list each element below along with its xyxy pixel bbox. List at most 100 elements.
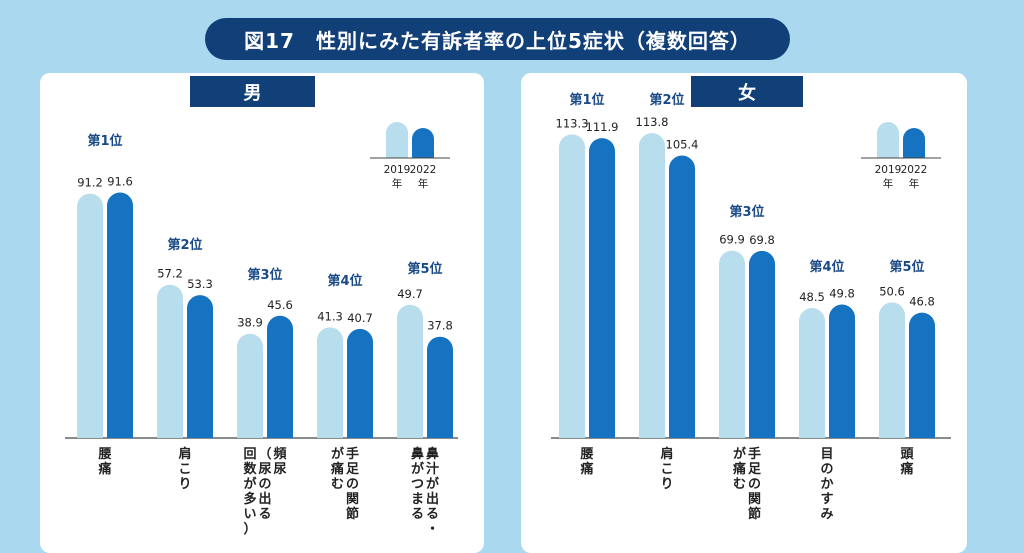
category-label-char: る	[426, 507, 439, 522]
bar-2019年-4	[397, 304, 423, 438]
gender-tab-female: 女	[691, 76, 803, 107]
category-label-char: の	[258, 477, 271, 492]
value-label: 69.9	[719, 233, 745, 247]
value-label: 38.9	[237, 316, 263, 330]
category-label-char: 痛	[97, 461, 111, 477]
category-label-char: 尿	[258, 462, 271, 477]
category-label-char: ま	[411, 492, 424, 507]
legend-year-0: 2019	[875, 164, 902, 176]
value-label: 91.2	[77, 176, 103, 190]
category-label-char: 肩	[660, 446, 673, 462]
legend-year-suffix: 年	[392, 177, 403, 190]
rank-label: 第4位	[327, 273, 362, 289]
category-label-char: 鼻	[426, 446, 439, 462]
value-label: 41.3	[317, 309, 343, 323]
value-label: 50.6	[879, 284, 905, 298]
category-label-char: こ	[178, 462, 191, 477]
legend-year-1: 2022	[901, 164, 928, 176]
category-label-char: が	[733, 446, 746, 462]
category-label-char: み	[820, 507, 833, 522]
value-label: 37.8	[427, 319, 453, 333]
bar-2022年-2	[267, 315, 293, 438]
bar-2019年-1	[639, 133, 665, 438]
category-label-char: の	[748, 477, 761, 492]
category-label-char: 節	[346, 506, 359, 522]
category-label-char: 手	[346, 446, 359, 462]
category-label-char: 数	[243, 461, 257, 477]
bar-2019年-3	[317, 327, 343, 438]
category-label-char: 足	[748, 462, 762, 477]
category-label-char: ）	[243, 521, 256, 537]
value-label: 49.7	[397, 287, 423, 301]
category-label-char: 尿	[273, 462, 286, 477]
legend-year-0: 2019	[384, 164, 411, 176]
value-label: 113.3	[556, 116, 589, 130]
legend-swatch-1	[903, 128, 925, 158]
category-label-char: り	[178, 477, 191, 492]
bar-2022年-3	[347, 328, 373, 438]
bar-2022年-1	[669, 155, 695, 438]
value-label: 49.8	[829, 287, 855, 301]
bar-2019年-2	[719, 250, 745, 438]
bar-2019年-0	[559, 134, 585, 438]
gender-tab-male: 男	[190, 76, 315, 107]
value-label: 53.3	[187, 277, 213, 291]
category-label-char: 痛	[330, 461, 344, 477]
category-label-char: 痛	[732, 461, 746, 477]
category-label-char: つ	[411, 477, 424, 492]
legend-year-1: 2022	[410, 164, 437, 176]
category-label-char: む	[331, 477, 344, 492]
rank-label: 第5位	[407, 261, 442, 277]
category-label-char: 汁	[426, 461, 439, 477]
bar-2022年-0	[589, 138, 615, 438]
category-label-char: る	[258, 507, 271, 522]
bar-2022年-2	[749, 250, 775, 438]
value-label: 46.8	[909, 295, 935, 309]
category-label-char: い	[243, 507, 256, 522]
category-label-char: か	[820, 477, 833, 492]
category-label-char: 足	[346, 462, 360, 477]
bar-2022年-1	[187, 295, 213, 438]
rank-label: 第3位	[247, 267, 282, 283]
category-label-char: 肩	[178, 446, 191, 462]
bar-2022年-4	[909, 312, 935, 438]
category-label-char: む	[733, 477, 746, 492]
page-title: 図17 性別にみた有訴者率の上位5症状（複数回答）	[205, 18, 790, 60]
category-label-char: 腰	[97, 447, 111, 462]
category-label-char: 痛	[579, 461, 593, 477]
category-label-char: 出	[258, 491, 271, 507]
rank-label: 第2位	[167, 237, 202, 253]
category-label-char: （	[258, 446, 271, 462]
rank-label: 第3位	[729, 204, 764, 220]
male-chart-panel: 男 91.2 91.6 第1位腰痛 57.2 53.3 第2位肩こり 38.9 45.6 第3位…	[40, 73, 484, 553]
category-label-char: 目	[820, 447, 833, 462]
value-label: 111.9	[586, 120, 619, 134]
value-label: 57.2	[157, 267, 183, 281]
category-label-char: 痛	[899, 461, 913, 477]
category-label-char: の	[346, 477, 359, 492]
category-label-char: の	[820, 462, 833, 477]
category-label-char: 頭	[900, 447, 914, 462]
rank-label: 第5位	[889, 259, 924, 275]
legend-year-suffix: 年	[418, 177, 429, 190]
value-label: 91.6	[107, 175, 133, 189]
category-label-char: が	[243, 476, 256, 492]
value-label: 48.5	[799, 290, 825, 304]
legend-swatch-0	[386, 122, 408, 158]
category-label-char: 頻	[273, 446, 286, 462]
value-label: 69.8	[749, 233, 775, 247]
female-chart-panel: 女 113.3 111.9 第1位腰痛 113.8 105.4 第2位肩こり 69.9 69.…	[521, 73, 967, 553]
category-label-char: 腰	[579, 447, 593, 462]
rank-label: 第2位	[649, 92, 684, 108]
bar-2019年-1	[157, 284, 183, 438]
category-label-char: 関	[346, 492, 359, 507]
bar-2019年-3	[799, 308, 825, 438]
bar-2022年-4	[427, 336, 453, 438]
category-label-char: ・	[426, 522, 439, 537]
rank-label: 第4位	[809, 259, 844, 275]
bar-2022年-0	[107, 192, 133, 438]
category-label-char: 鼻	[411, 446, 424, 462]
value-label: 105.4	[666, 138, 699, 152]
bar-2022年-3	[829, 304, 855, 438]
